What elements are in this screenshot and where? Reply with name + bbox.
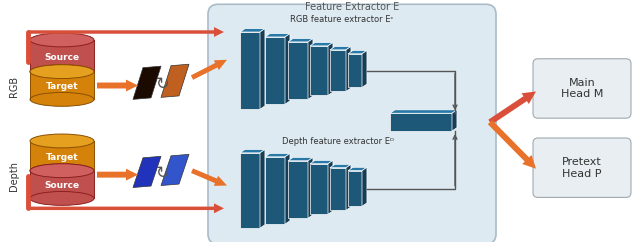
Polygon shape: [28, 27, 224, 37]
Ellipse shape: [30, 65, 94, 79]
Polygon shape: [362, 50, 367, 87]
Polygon shape: [133, 156, 161, 188]
Polygon shape: [346, 164, 351, 210]
Polygon shape: [30, 40, 94, 72]
Text: Depth feature extractor Eᴰ: Depth feature extractor Eᴰ: [282, 137, 394, 146]
FancyBboxPatch shape: [533, 59, 631, 118]
Ellipse shape: [30, 65, 94, 79]
Ellipse shape: [30, 33, 94, 47]
Polygon shape: [191, 168, 227, 186]
Polygon shape: [265, 153, 290, 157]
Polygon shape: [310, 46, 328, 95]
Polygon shape: [330, 168, 346, 210]
FancyBboxPatch shape: [208, 4, 496, 242]
Polygon shape: [30, 141, 94, 171]
Text: Source: Source: [44, 182, 79, 190]
Text: ↻: ↻: [156, 164, 170, 182]
Polygon shape: [288, 157, 313, 161]
Polygon shape: [328, 43, 333, 95]
Polygon shape: [308, 157, 313, 218]
Polygon shape: [328, 160, 333, 214]
Polygon shape: [452, 110, 457, 131]
Polygon shape: [265, 37, 285, 104]
Ellipse shape: [30, 92, 94, 106]
Polygon shape: [161, 154, 189, 186]
Text: Depth: Depth: [9, 161, 19, 191]
Ellipse shape: [30, 191, 94, 205]
Ellipse shape: [30, 164, 94, 178]
FancyBboxPatch shape: [533, 138, 631, 197]
Text: ↻: ↻: [156, 75, 170, 92]
Polygon shape: [240, 153, 260, 228]
Polygon shape: [30, 72, 94, 99]
Polygon shape: [260, 150, 265, 228]
Polygon shape: [310, 160, 333, 164]
Polygon shape: [288, 38, 313, 42]
Polygon shape: [348, 171, 362, 206]
Polygon shape: [133, 66, 161, 99]
Polygon shape: [265, 34, 290, 37]
Polygon shape: [390, 110, 457, 113]
Polygon shape: [265, 157, 285, 224]
Text: Target: Target: [45, 153, 78, 162]
Polygon shape: [285, 153, 290, 224]
Polygon shape: [348, 167, 367, 171]
Ellipse shape: [30, 134, 94, 148]
Polygon shape: [310, 164, 328, 214]
Polygon shape: [97, 80, 138, 91]
Polygon shape: [191, 60, 227, 80]
Polygon shape: [330, 164, 351, 168]
Text: RGB feature extractor Eᶜ: RGB feature extractor Eᶜ: [290, 15, 394, 24]
Polygon shape: [288, 42, 308, 99]
Text: Feature Extractor E: Feature Extractor E: [305, 2, 399, 12]
Polygon shape: [161, 64, 189, 97]
Polygon shape: [28, 203, 224, 213]
Polygon shape: [308, 38, 313, 99]
Polygon shape: [260, 29, 265, 109]
Polygon shape: [348, 50, 367, 54]
Ellipse shape: [30, 164, 94, 178]
Text: RGB: RGB: [9, 76, 19, 97]
Text: Pretext
Head P: Pretext Head P: [562, 157, 602, 179]
Polygon shape: [30, 171, 94, 198]
Polygon shape: [330, 50, 346, 91]
Polygon shape: [240, 32, 260, 109]
Polygon shape: [346, 46, 351, 91]
Polygon shape: [285, 34, 290, 104]
Polygon shape: [288, 161, 308, 218]
Polygon shape: [390, 113, 452, 131]
Polygon shape: [310, 43, 333, 46]
Text: Main
Head M: Main Head M: [561, 78, 603, 99]
Polygon shape: [97, 169, 138, 181]
Polygon shape: [348, 54, 362, 87]
Polygon shape: [362, 167, 367, 206]
Polygon shape: [330, 46, 351, 50]
Text: Target: Target: [45, 82, 78, 91]
Polygon shape: [240, 150, 265, 153]
Polygon shape: [240, 29, 265, 32]
Polygon shape: [488, 120, 536, 169]
Polygon shape: [488, 91, 536, 125]
Text: Source: Source: [44, 53, 79, 62]
